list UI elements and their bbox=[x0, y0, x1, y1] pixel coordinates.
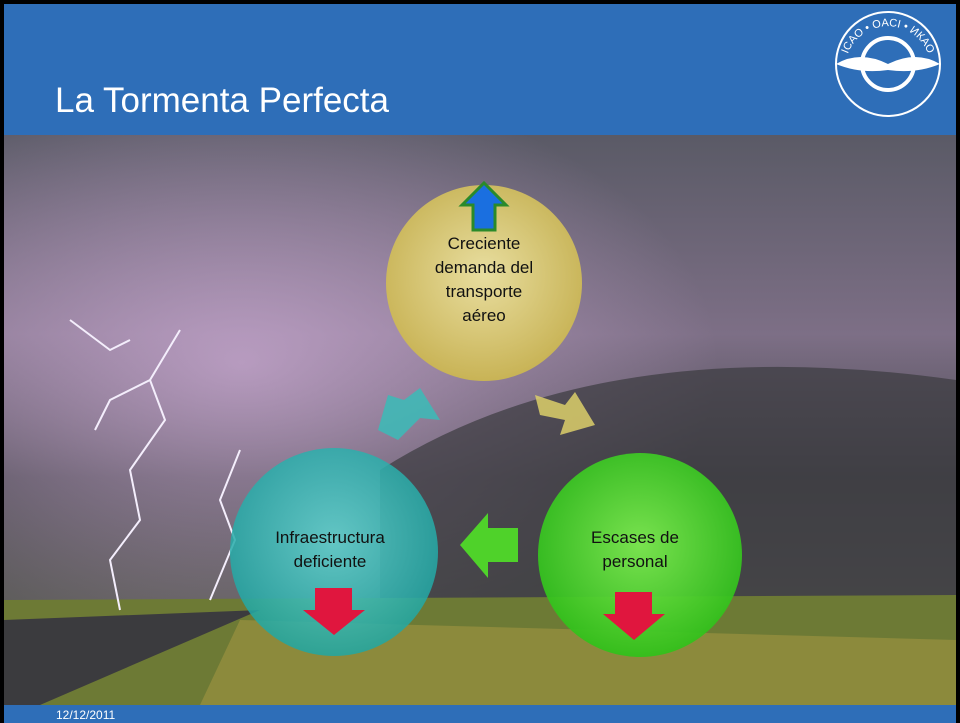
slide-title: La Tormenta Perfecta bbox=[55, 81, 390, 120]
label-line: aéreo bbox=[462, 306, 505, 325]
slide: La Tormenta Perfecta ICAO • OACI • ИКАО … bbox=[0, 0, 960, 723]
label-line: personal bbox=[602, 552, 667, 571]
footer-date: 12/12/2011 bbox=[56, 708, 115, 722]
label-line: demanda del bbox=[435, 258, 533, 277]
label-line: Creciente bbox=[448, 234, 521, 253]
label-line: deficiente bbox=[294, 552, 367, 571]
footer-bar bbox=[4, 705, 956, 723]
label-line: transporte bbox=[446, 282, 523, 301]
label-line: Infraestructura bbox=[275, 528, 385, 547]
label-line: Escases de bbox=[591, 528, 679, 547]
